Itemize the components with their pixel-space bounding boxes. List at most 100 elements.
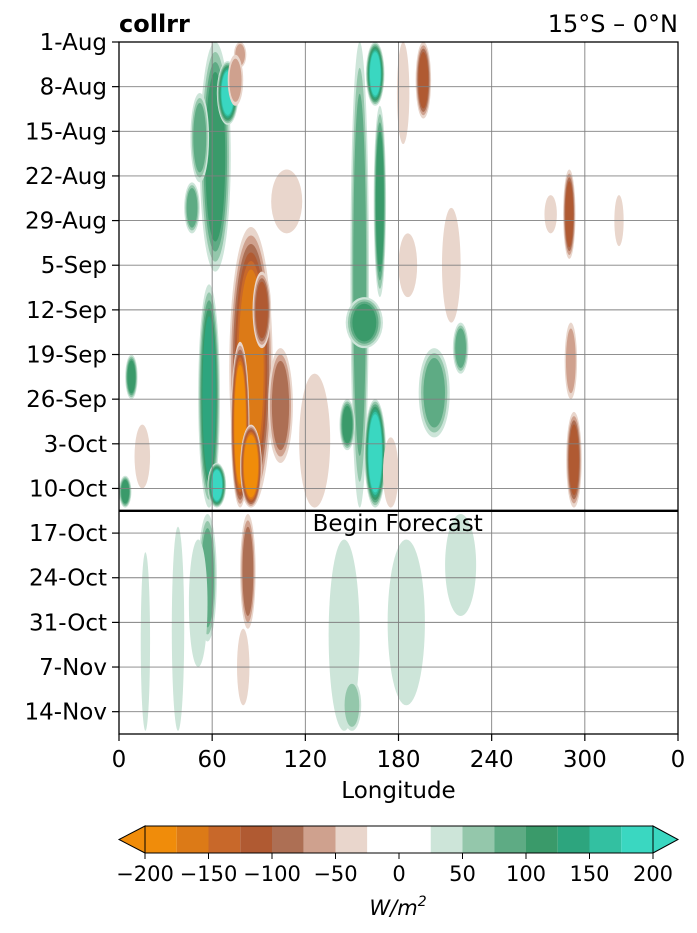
colorbar: −200 −150 −100 −50 0 50 100 150 200 W/m2 xyxy=(116,825,680,920)
x-axis-ticks: 0 60 120 180 240 300 0 xyxy=(112,734,686,773)
anomaly-positive-23 xyxy=(339,399,356,451)
colorbar-extend-low xyxy=(117,825,146,854)
anomaly-contour xyxy=(418,51,429,109)
colorbar-tick-label: −200 xyxy=(116,862,174,886)
anomaly-positive-1 xyxy=(190,93,210,183)
colorbar-cell xyxy=(145,826,177,853)
anomaly-positive-37 xyxy=(188,539,208,668)
y-tick-label: 8-Aug xyxy=(40,75,107,101)
colorbar-tick-label: 0 xyxy=(392,862,405,886)
anomaly-contour xyxy=(382,437,399,508)
x-tick-label: 60 xyxy=(198,747,227,773)
anomaly-contour xyxy=(353,93,367,456)
y-tick-label: 29-Aug xyxy=(25,209,107,235)
x-tick-label: 240 xyxy=(470,747,514,773)
anomaly-negative-14 xyxy=(252,271,272,349)
anomaly-negative-15 xyxy=(268,348,293,463)
y-tick-label: 17-Oct xyxy=(29,521,107,547)
anomaly-positive-3 xyxy=(207,462,227,508)
anomaly-positive-44 xyxy=(445,513,477,617)
anomaly-negative-29 xyxy=(382,437,399,508)
anomaly-positive-27 xyxy=(452,322,469,374)
forecast-start-label: Begin Forecast xyxy=(313,511,483,537)
anomaly-contour xyxy=(455,328,467,368)
anomaly-contour xyxy=(193,102,207,173)
colorbar-cell xyxy=(240,826,272,853)
y-axis-ticks: 1-Aug 8-Aug 15-Aug 22-Aug 29-Aug 5-Sep 12-Sep 1… xyxy=(25,30,119,726)
x-axis-label: Longitude xyxy=(341,778,455,804)
anomaly-negative-34 xyxy=(544,195,557,234)
anomaly-negative-17 xyxy=(299,373,331,508)
grid-lines xyxy=(119,42,678,734)
anomaly-contour xyxy=(375,130,384,273)
y-tick-label: 1-Aug xyxy=(40,30,107,56)
y-tick-label: 26-Sep xyxy=(26,387,107,413)
anomaly-positive-18 xyxy=(350,42,369,508)
colorbar-cell xyxy=(272,826,304,853)
anomaly-positive-8 xyxy=(125,354,138,400)
anomaly-contour xyxy=(121,479,130,504)
anomaly-contour xyxy=(544,195,557,234)
anomaly-positive-4 xyxy=(184,182,200,234)
y-tick-label: 5-Sep xyxy=(41,253,107,279)
colorbar-label: W/m2 xyxy=(369,894,426,920)
plot-area: Begin Forecast xyxy=(118,41,679,735)
anomaly-negative-31 xyxy=(563,169,576,259)
colorbar-extend-high xyxy=(652,825,680,854)
anomaly-negative-24 xyxy=(396,42,410,145)
anomaly-contour xyxy=(396,42,410,145)
colorbar-tick-label: 150 xyxy=(569,862,609,886)
title-right: 15°S – 0°N xyxy=(548,10,678,38)
anomaly-negative-25 xyxy=(415,42,432,119)
anomaly-contour xyxy=(369,416,382,490)
anomaly-negative-13 xyxy=(240,424,262,508)
anomaly-negative-12 xyxy=(230,341,250,508)
anomaly-contour xyxy=(140,552,151,731)
anomaly-positive-42 xyxy=(342,679,362,731)
anomaly-contour xyxy=(344,683,360,727)
anomaly-contour xyxy=(245,438,257,494)
anomaly-positive-26 xyxy=(418,348,450,438)
colorbar-cell xyxy=(589,826,622,853)
anomaly-contour xyxy=(342,405,353,444)
colorbar-ticks: −200 −150 −100 −50 0 50 100 150 200 xyxy=(116,853,673,886)
colorbar-cell xyxy=(430,826,463,853)
anomaly-contour xyxy=(299,373,331,508)
anomaly-contour xyxy=(271,169,303,234)
y-tick-label: 15-Aug xyxy=(25,119,107,145)
anomaly-contour xyxy=(127,360,136,394)
colorbar-tick-label: 200 xyxy=(633,862,673,886)
anomaly-negative-16 xyxy=(271,169,303,234)
x-tick-label: 180 xyxy=(377,747,421,773)
anomaly-contour xyxy=(171,526,185,731)
anomaly-contour xyxy=(568,424,579,496)
y-tick-label: 22-Aug xyxy=(25,164,107,190)
x-tick-label: 0 xyxy=(671,747,686,773)
y-tick-label: 7-Nov xyxy=(39,655,107,681)
anomaly-contour xyxy=(369,52,381,96)
anomaly-contour xyxy=(186,187,198,228)
x-tick-label: 0 xyxy=(112,747,127,773)
anomaly-contour xyxy=(423,358,445,428)
anomaly-positive-22 xyxy=(364,399,387,508)
x-tick-label: 120 xyxy=(283,747,327,773)
anomaly-positive-9 xyxy=(119,475,132,508)
anomaly-contour xyxy=(271,360,290,451)
colorbar-tick-label: −50 xyxy=(313,862,357,886)
anomaly-negative-32 xyxy=(566,411,582,508)
colorbar-tick-label: 50 xyxy=(449,862,476,886)
anomaly-contour xyxy=(445,513,477,617)
anomaly-positive-19 xyxy=(345,297,383,349)
anomaly-positive-45 xyxy=(140,552,151,731)
x-tick-label: 300 xyxy=(563,747,607,773)
anomaly-contour xyxy=(352,303,377,342)
colorbar-cell xyxy=(303,826,336,853)
y-tick-label: 12-Sep xyxy=(26,298,107,324)
anomaly-contour xyxy=(211,469,223,501)
anomaly-positive-21 xyxy=(373,105,387,298)
y-tick-label: 10-Oct xyxy=(29,476,107,502)
anomaly-negative-39 xyxy=(240,513,256,629)
anomaly-contour xyxy=(202,316,216,476)
y-tick-label: 31-Oct xyxy=(29,610,107,636)
